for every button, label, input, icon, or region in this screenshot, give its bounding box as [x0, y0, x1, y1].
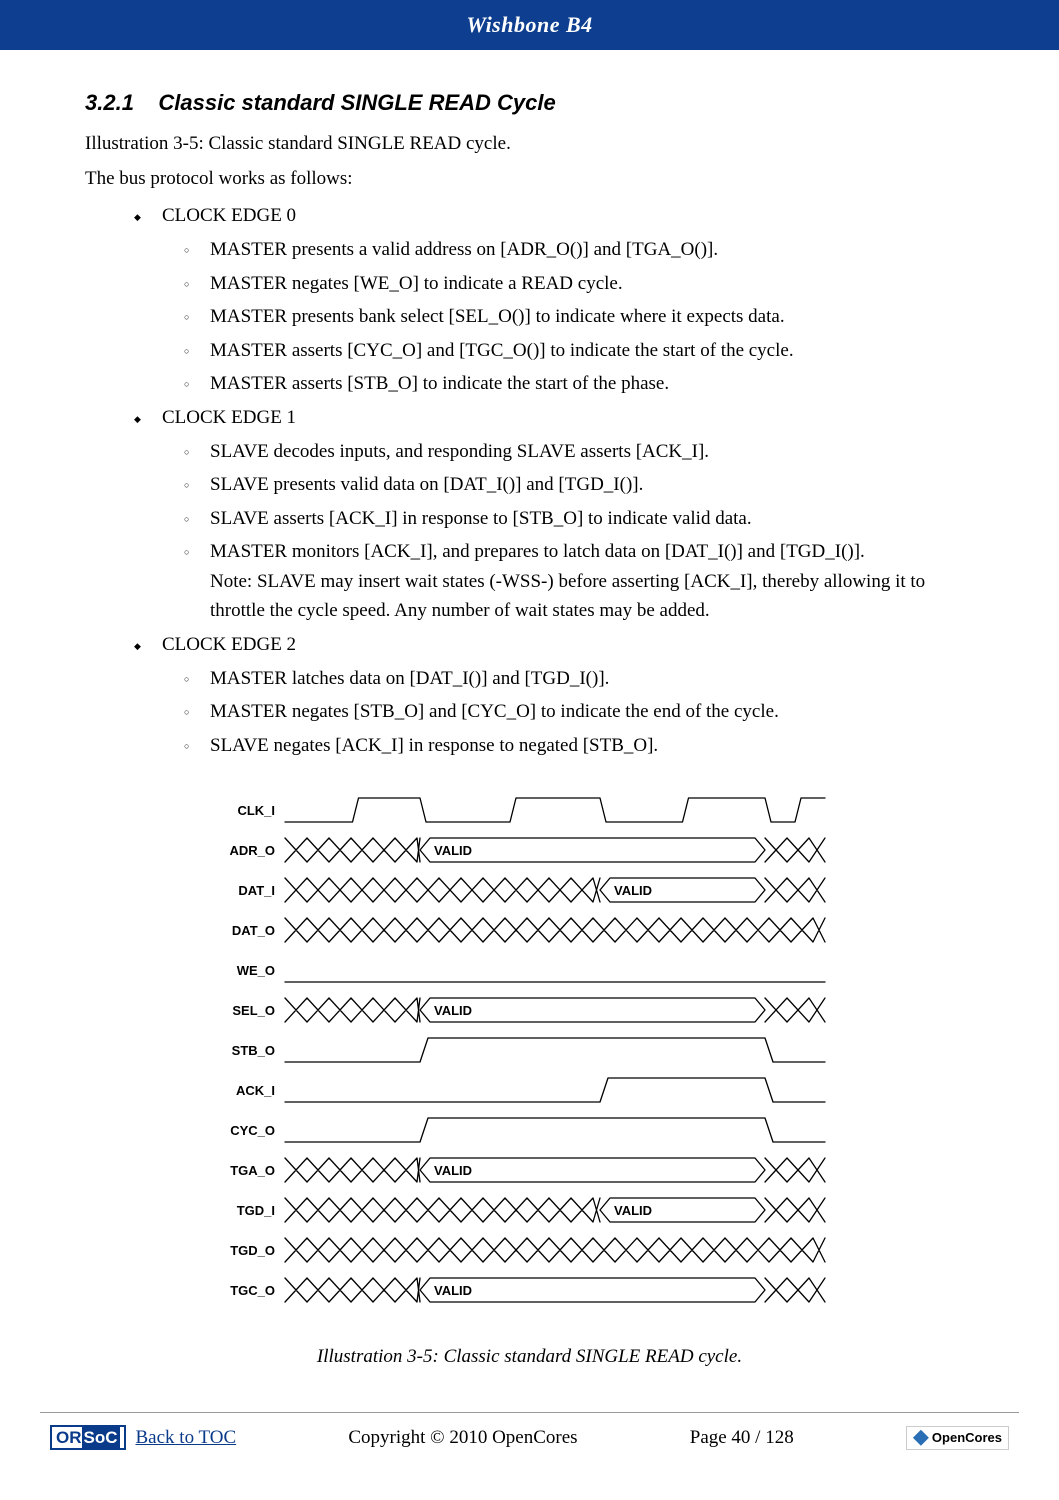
- opencores-logo: OpenCores: [906, 1426, 1009, 1450]
- list-item: MASTER negates [STB_O] and [CYC_O] to in…: [188, 697, 974, 726]
- orsoc-logo: ORSoC: [50, 1425, 126, 1450]
- page-content: 3.2.1 Classic standard SINGLE READ Cycle…: [0, 50, 1059, 1388]
- svg-text:VALID: VALID: [434, 843, 472, 858]
- section-number: 3.2.1: [85, 90, 134, 115]
- list-item-text: SLAVE decodes inputs, and responding SLA…: [210, 441, 709, 462]
- list-item-text: MASTER presents a valid address on [ADR_…: [210, 239, 718, 260]
- svg-text:VALID: VALID: [434, 1163, 472, 1178]
- svg-text:CYC_O: CYC_O: [230, 1123, 275, 1138]
- list-item-text: SLAVE presents valid data on [DAT_I()] a…: [210, 474, 643, 495]
- list-item-note: Note: SLAVE may insert wait states (-WSS…: [210, 567, 974, 626]
- svg-text:TGC_O: TGC_O: [230, 1283, 275, 1298]
- list-item-text: MASTER monitors [ACK_I], and prepares to…: [210, 541, 865, 562]
- timing-diagram-container: CLK_I ADR_O VALID DAT_I VALID DAT_O WE_O SEL_O V…: [85, 778, 974, 1368]
- clock-edge: CLOCK EDGE 0 MASTER presents a valid addr…: [140, 201, 974, 399]
- clock-edge-label: CLOCK EDGE 1: [162, 407, 296, 428]
- svg-text:ACK_I: ACK_I: [235, 1083, 274, 1098]
- timing-diagram: CLK_I ADR_O VALID DAT_I VALID DAT_O WE_O SEL_O V…: [210, 778, 850, 1338]
- svg-text:TGA_O: TGA_O: [230, 1163, 275, 1178]
- clock-edge-items: MASTER latches data on [DAT_I()] and [TG…: [162, 664, 974, 760]
- list-item-text: SLAVE negates [ACK_I] in response to neg…: [210, 735, 658, 756]
- svg-text:STB_O: STB_O: [231, 1043, 274, 1058]
- intro-line-2: The bus protocol works as follows:: [85, 165, 974, 194]
- list-item: MASTER asserts [CYC_O] and [TGC_O()] to …: [188, 336, 974, 365]
- svg-text:VALID: VALID: [434, 1003, 472, 1018]
- list-item-text: MASTER presents bank select [SEL_O()] to…: [210, 306, 785, 327]
- svg-text:VALID: VALID: [434, 1283, 472, 1298]
- section-heading: 3.2.1 Classic standard SINGLE READ Cycle: [85, 90, 974, 116]
- list-item: SLAVE negates [ACK_I] in response to neg…: [188, 731, 974, 760]
- svg-text:DAT_I: DAT_I: [238, 883, 275, 898]
- intro-line-1: Illustration 3-5: Classic standard SINGL…: [85, 130, 974, 159]
- svg-text:CLK_I: CLK_I: [237, 803, 275, 818]
- svg-text:VALID: VALID: [614, 883, 652, 898]
- list-item: SLAVE asserts [ACK_I] in response to [ST…: [188, 504, 974, 533]
- opencores-icon: [913, 1430, 929, 1446]
- list-item-text: MASTER latches data on [DAT_I()] and [TG…: [210, 668, 609, 689]
- list-item-text: SLAVE asserts [ACK_I] in response to [ST…: [210, 508, 752, 529]
- back-to-toc-link[interactable]: Back to TOC: [136, 1427, 237, 1449]
- list-item: MASTER monitors [ACK_I], and prepares to…: [188, 537, 974, 625]
- svg-text:ADR_O: ADR_O: [229, 843, 275, 858]
- list-item: SLAVE presents valid data on [DAT_I()] a…: [188, 470, 974, 499]
- clock-edge-items: MASTER presents a valid address on [ADR_…: [162, 235, 974, 398]
- footer-left: ORSoC Back to TOC: [50, 1425, 236, 1450]
- diagram-caption: Illustration 3-5: Classic standard SINGL…: [85, 1346, 974, 1368]
- footer-copyright: Copyright © 2010 OpenCores: [348, 1427, 577, 1449]
- list-item: MASTER asserts [STB_O] to indicate the s…: [188, 369, 974, 398]
- svg-text:WE_O: WE_O: [236, 963, 274, 978]
- list-item: SLAVE decodes inputs, and responding SLA…: [188, 437, 974, 466]
- svg-text:VALID: VALID: [614, 1203, 652, 1218]
- list-item-text: MASTER asserts [CYC_O] and [TGC_O()] to …: [210, 340, 794, 361]
- header-title: Wishbone B4: [466, 12, 592, 37]
- orsoc-soc: SoC: [82, 1427, 120, 1448]
- svg-text:DAT_O: DAT_O: [231, 923, 274, 938]
- orsoc-or: OR: [56, 1428, 82, 1447]
- page-header: Wishbone B4: [0, 0, 1059, 50]
- footer-page: Page 40 / 128: [690, 1427, 794, 1449]
- list-item-text: MASTER asserts [STB_O] to indicate the s…: [210, 373, 669, 394]
- clock-edge: CLOCK EDGE 1 SLAVE decodes inputs, and re…: [140, 403, 974, 626]
- list-item-text: MASTER negates [STB_O] and [CYC_O] to in…: [210, 701, 779, 722]
- list-item: MASTER presents bank select [SEL_O()] to…: [188, 302, 974, 331]
- page-footer: ORSoC Back to TOC Copyright © 2010 OpenC…: [40, 1412, 1019, 1468]
- clock-edge-label: CLOCK EDGE 2: [162, 634, 296, 655]
- list-item: MASTER presents a valid address on [ADR_…: [188, 235, 974, 264]
- svg-text:SEL_O: SEL_O: [232, 1003, 275, 1018]
- opencores-text: OpenCores: [932, 1430, 1002, 1445]
- clock-edge-label: CLOCK EDGE 0: [162, 205, 296, 226]
- list-item: MASTER negates [WE_O] to indicate a READ…: [188, 269, 974, 298]
- svg-text:TGD_O: TGD_O: [230, 1243, 275, 1258]
- section-title: Classic standard SINGLE READ Cycle: [158, 90, 555, 115]
- clock-edge: CLOCK EDGE 2 MASTER latches data on [DAT_…: [140, 630, 974, 761]
- clock-edge-list: CLOCK EDGE 0 MASTER presents a valid addr…: [85, 201, 974, 760]
- clock-edge-items: SLAVE decodes inputs, and responding SLA…: [162, 437, 974, 626]
- list-item: MASTER latches data on [DAT_I()] and [TG…: [188, 664, 974, 693]
- list-item-text: MASTER negates [WE_O] to indicate a READ…: [210, 273, 623, 294]
- svg-text:TGD_I: TGD_I: [236, 1203, 274, 1218]
